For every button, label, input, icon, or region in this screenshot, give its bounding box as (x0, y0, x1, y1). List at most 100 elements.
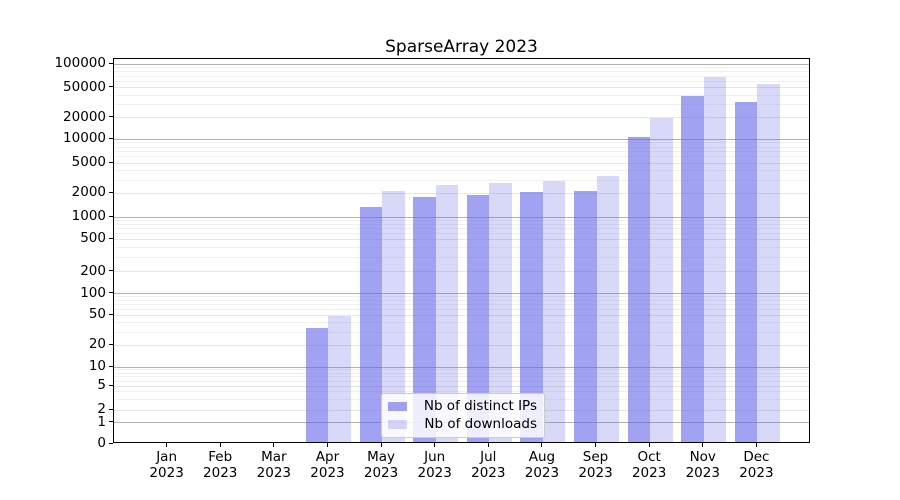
x-tick-mark-dec (755, 443, 757, 447)
y-tick-label-50000: 50000 (63, 78, 106, 95)
gridline-80 (114, 300, 809, 302)
x-tick-mark-jun (434, 443, 436, 447)
bar-downloads-may (382, 190, 405, 442)
gridline-6 (114, 380, 809, 382)
bar-distinct-ips-apr (305, 327, 329, 442)
year-text: 2023 (631, 465, 667, 481)
y-tick-label-5: 5 (97, 377, 106, 393)
gridline-300 (114, 256, 809, 258)
gridline-2000 (114, 192, 809, 194)
x-tick-label-sep: Sep 2023 (566, 449, 626, 481)
x-tick-mark-nov (702, 443, 704, 447)
gridline-7 (114, 376, 809, 378)
year-text: 2023 (417, 465, 452, 481)
y-tick-label-50: 50 (88, 306, 106, 323)
bar-distinct-ips-nov (681, 96, 704, 442)
x-tick-label-aug: Aug 2023 (512, 449, 572, 481)
y-tick-mark-5000 (109, 161, 113, 163)
gridline-8000 (114, 146, 809, 148)
x-tick-label-apr: Apr 2023 (297, 449, 357, 481)
x-tick-mark-sep (595, 443, 597, 447)
bar-downloads-jun (435, 185, 459, 442)
legend-swatch-distinct-ips-icon (388, 402, 407, 411)
gridline-100000 (114, 63, 809, 65)
y-tick-mark-50 (109, 313, 113, 315)
gridline-9000 (114, 142, 809, 144)
y-tick-label-100: 100 (80, 284, 106, 301)
gridline-90000 (114, 67, 809, 69)
month-text: Oct (637, 449, 661, 465)
month-text: Sep (582, 449, 609, 465)
y-tick-label-0: 0 (97, 435, 106, 451)
x-tick-mark-oct (648, 443, 650, 447)
x-tick-mark-mar (273, 443, 275, 447)
month-text: Mar (261, 449, 287, 465)
legend-row-downloads: Nb of downloads (388, 417, 537, 432)
y-tick-mark-20 (109, 343, 113, 345)
year-text: 2023 (363, 465, 399, 481)
legend-label-distinct-ips: Nb of distinct IPs (423, 398, 537, 414)
gridline-7000 (114, 151, 809, 153)
x-tick-label-may: May 2023 (351, 449, 411, 481)
gridline-5 (114, 385, 809, 387)
x-tick-label-feb: Feb 2023 (190, 449, 250, 481)
gridline-900 (114, 219, 809, 221)
y-tick-label-1000: 1000 (71, 208, 106, 224)
gridline-800 (114, 223, 809, 225)
x-tick-mark-aug (541, 443, 543, 447)
x-tick-label-mar: Mar 2023 (244, 449, 304, 481)
y-tick-label-200: 200 (80, 262, 106, 279)
bar-downloads-dec (757, 83, 780, 442)
y-tick-mark-100 (109, 292, 113, 294)
y-tick-label-2: 2 (97, 401, 106, 418)
y-tick-mark-2 (109, 408, 113, 410)
bar-distinct-ips-jun (413, 196, 436, 442)
y-tick-mark-200 (109, 270, 113, 272)
gridline-100 (114, 293, 809, 295)
x-tick-mark-jul (487, 443, 489, 447)
gridline-90 (114, 296, 809, 298)
x-tick-label-jul: Jul 2023 (458, 449, 518, 481)
gridline-50000 (114, 87, 809, 89)
y-tick-label-2000: 2000 (71, 184, 106, 201)
gridline-4000 (114, 170, 809, 172)
legend-label-downloads: Nb of downloads (424, 416, 537, 432)
month-text: May (367, 449, 396, 465)
plot-area: Nb of distinct IPs Nb of downloads (113, 58, 810, 443)
y-tick-label-10000: 10000 (63, 130, 106, 147)
gridline-30 (114, 331, 809, 333)
gridline-9 (114, 369, 809, 371)
gridline-3000 (114, 179, 809, 181)
y-tick-label-20000: 20000 (63, 108, 106, 125)
month-text: Dec (743, 449, 770, 465)
gridline-40 (114, 322, 809, 324)
gridline-20000 (114, 117, 809, 119)
y-tick-mark-20000 (109, 116, 113, 118)
y-tick-label-5000: 5000 (71, 154, 106, 171)
month-text: Jul (480, 449, 497, 465)
month-text: Feb (208, 449, 233, 465)
bar-downloads-jul (489, 182, 512, 442)
bar-downloads-sep (596, 175, 620, 442)
y-tick-label-100000: 100000 (54, 55, 106, 72)
y-tick-mark-10000 (109, 137, 113, 139)
month-text: Nov (689, 449, 716, 465)
year-text: 2023 (149, 465, 184, 481)
gridline-4 (114, 391, 809, 393)
bar-distinct-ips-dec (734, 102, 758, 442)
y-tick-mark-1 (109, 421, 113, 423)
x-tick-label-jan: Jan 2023 (137, 449, 197, 481)
gridline-6000 (114, 156, 809, 158)
y-tick-mark-10 (109, 365, 113, 367)
x-tick-label-jun: Jun 2023 (405, 449, 465, 481)
gridline-600 (114, 232, 809, 234)
gridline-10000 (114, 138, 809, 140)
y-tick-mark-500 (109, 237, 113, 239)
y-tick-label-1: 1 (97, 413, 106, 430)
gridline-70 (114, 304, 809, 306)
bar-distinct-ips-oct (627, 137, 651, 442)
y-tick-mark-5 (109, 384, 113, 386)
gridline-40000 (114, 94, 809, 96)
gridline-60 (114, 309, 809, 311)
